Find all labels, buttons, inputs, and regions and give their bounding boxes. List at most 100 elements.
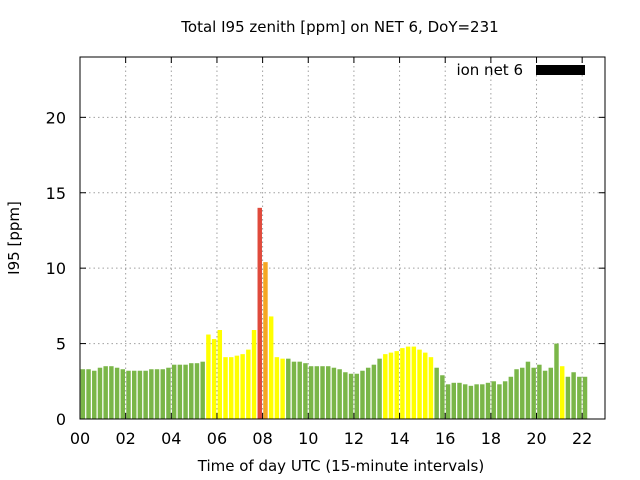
bar xyxy=(251,330,257,419)
bar xyxy=(103,366,108,419)
bar xyxy=(268,316,274,419)
bar xyxy=(559,366,565,419)
bar xyxy=(337,369,342,419)
bar xyxy=(480,384,485,419)
bar xyxy=(223,357,228,419)
bar xyxy=(280,358,285,419)
legend-swatch xyxy=(536,65,585,75)
x-tick-label: 18 xyxy=(481,429,501,448)
bar xyxy=(383,354,388,419)
bar xyxy=(548,367,554,419)
chart-title: Total I95 zenith [ppm] on NET 6, DoY=231 xyxy=(180,18,498,36)
bar xyxy=(92,370,97,419)
bar xyxy=(360,370,365,419)
bar xyxy=(400,348,405,419)
bar xyxy=(206,334,211,419)
y-tick-label: 5 xyxy=(56,335,66,354)
bar xyxy=(194,363,200,419)
bar xyxy=(462,384,468,419)
bar xyxy=(131,370,137,419)
bar xyxy=(417,349,422,419)
bar xyxy=(308,366,314,419)
bar xyxy=(263,262,268,419)
plot-frame xyxy=(79,56,606,420)
bar xyxy=(177,364,183,419)
bar xyxy=(166,367,171,419)
y-tick-label: 10 xyxy=(46,259,66,278)
y-axis-label: I95 [ppm] xyxy=(5,201,23,275)
bar xyxy=(508,376,514,419)
bar xyxy=(149,369,154,419)
bar xyxy=(240,354,245,419)
grid xyxy=(80,57,605,419)
bar xyxy=(525,361,531,419)
bar xyxy=(257,207,262,419)
bar xyxy=(520,367,525,419)
bar xyxy=(211,339,217,419)
bar xyxy=(577,376,582,419)
bar xyxy=(314,366,320,419)
bar xyxy=(291,361,297,419)
bar xyxy=(445,384,451,419)
x-tick-label: 10 xyxy=(298,429,318,448)
y-tick-label: 20 xyxy=(46,108,66,127)
bar xyxy=(114,367,120,419)
y-tick-label: 0 xyxy=(56,410,66,429)
bar xyxy=(405,346,411,419)
x-tick-label: 12 xyxy=(344,429,364,448)
bar xyxy=(320,366,325,419)
bar xyxy=(171,364,177,419)
legend-label: ion net 6 xyxy=(456,61,523,79)
bar xyxy=(554,343,559,419)
bar xyxy=(571,372,576,419)
bar xyxy=(542,370,548,419)
bar xyxy=(246,349,251,419)
bar xyxy=(388,352,394,419)
bar xyxy=(354,373,359,419)
bar xyxy=(297,361,302,419)
bar xyxy=(126,370,131,419)
bar xyxy=(200,361,205,419)
bar xyxy=(502,381,508,419)
bar xyxy=(154,369,160,419)
bar xyxy=(80,369,86,419)
legend: ion net 6 xyxy=(456,61,585,79)
bar xyxy=(365,367,371,419)
bar xyxy=(303,363,308,419)
x-axis-label: Time of day UTC (15-minute intervals) xyxy=(197,457,484,475)
bar xyxy=(234,355,240,419)
bar xyxy=(485,382,491,419)
bar xyxy=(109,366,114,419)
bar xyxy=(394,351,399,420)
bar xyxy=(86,369,91,419)
bar xyxy=(531,367,536,419)
bar xyxy=(371,364,377,419)
bar xyxy=(120,369,126,419)
bar xyxy=(229,357,234,419)
bar xyxy=(411,346,417,419)
x-tick-label: 08 xyxy=(252,429,272,448)
bar xyxy=(137,370,143,419)
bar xyxy=(434,367,439,419)
bar xyxy=(274,357,280,419)
bar xyxy=(468,385,474,419)
bar xyxy=(343,372,348,419)
x-tick-label: 22 xyxy=(572,429,592,448)
bar xyxy=(217,330,223,419)
bar xyxy=(497,384,502,419)
bar xyxy=(331,367,337,419)
bar xyxy=(143,370,148,419)
x-tick-label: 14 xyxy=(389,429,409,448)
x-tick-label: 20 xyxy=(526,429,546,448)
x-tick-label: 06 xyxy=(207,429,227,448)
bar xyxy=(582,376,588,419)
x-tick-label: 00 xyxy=(70,429,90,448)
x-tick-label: 16 xyxy=(435,429,455,448)
bar xyxy=(474,384,479,419)
bar xyxy=(348,373,354,419)
bar xyxy=(423,352,428,419)
bar xyxy=(160,369,165,419)
bar xyxy=(97,367,103,419)
bar xyxy=(189,363,194,419)
